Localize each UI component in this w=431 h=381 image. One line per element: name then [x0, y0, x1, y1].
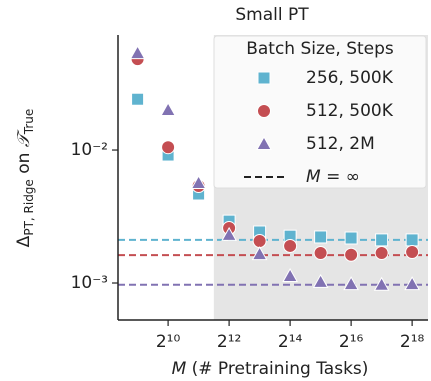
circle-marker	[313, 246, 328, 261]
circle-marker	[405, 245, 420, 260]
square-marker	[405, 233, 419, 247]
circle-marker	[252, 233, 267, 248]
chart-title: Small PT	[235, 5, 309, 25]
triangle-marker	[343, 276, 359, 291]
square-marker	[131, 92, 145, 106]
square-marker	[314, 230, 328, 244]
triangle-marker	[251, 246, 268, 261]
legend-label: 512, 500K	[306, 101, 394, 121]
triangle-marker	[129, 45, 146, 60]
legend-label: 256, 500K	[306, 68, 394, 88]
x-label-var: M	[172, 359, 187, 379]
x-tick-label: 2¹⁴	[278, 332, 303, 352]
triangle-marker	[282, 267, 298, 282]
triangle-marker	[256, 135, 272, 150]
triangle-marker	[404, 276, 420, 291]
legend-label: M = ∞	[306, 167, 360, 187]
x-tick-label: 2¹²	[217, 332, 241, 352]
y-tick-label: 10⁻²	[71, 140, 108, 160]
circle-marker	[374, 246, 389, 261]
x-label-text: (# Pretraining Tasks)	[192, 359, 369, 379]
circle-marker	[161, 140, 176, 155]
x-tick-label: 2¹⁶	[339, 332, 364, 352]
triangle-marker	[373, 276, 390, 291]
circle-marker	[283, 238, 298, 253]
y-label-mid: on	[14, 147, 34, 179]
x-tick-label: 2¹⁰	[156, 332, 181, 352]
y-label-sub: PT, Ridge	[22, 179, 36, 235]
triangle-marker	[312, 273, 329, 288]
x-axis-label: M (# Pretraining Tasks)	[172, 359, 369, 379]
square-marker	[344, 231, 358, 245]
y-label-sub2: True	[22, 109, 36, 136]
y-axis-label: ΔPT, Ridge on 𝒯True	[14, 109, 36, 248]
triangle-marker	[190, 174, 207, 190]
square-marker	[257, 71, 271, 85]
circle-marker	[257, 104, 271, 118]
square-marker	[375, 233, 389, 247]
x-tick-label: 2¹⁸	[400, 332, 425, 352]
y-tick-label: 10⁻³	[71, 273, 108, 293]
y-label-base: Δ	[14, 235, 34, 247]
triangle-marker	[221, 226, 237, 241]
triangle-marker	[160, 101, 176, 117]
legend-title: Batch Size, Steps	[246, 39, 394, 59]
legend-label: 512, 2M	[306, 134, 375, 154]
circle-marker	[344, 247, 359, 262]
